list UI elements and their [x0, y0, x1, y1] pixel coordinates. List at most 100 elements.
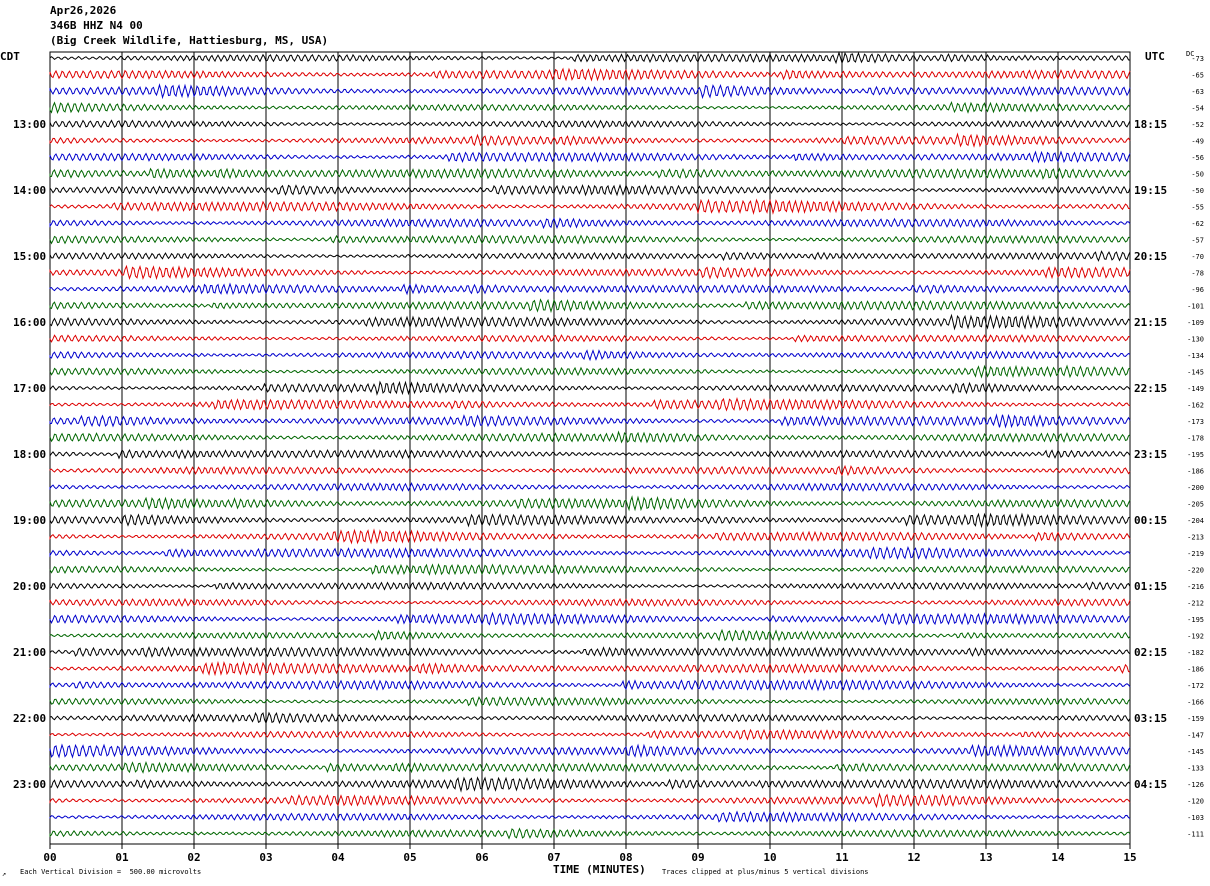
dc-offset-label: -73: [1191, 55, 1204, 63]
trace-line: [49, 597, 1131, 608]
dc-offset-label: -216: [1187, 583, 1204, 591]
dc-offset-label: -109: [1187, 319, 1204, 327]
dc-offset-label: -70: [1191, 253, 1204, 261]
clip-note: Traces clipped at plus/minus 5 vertical …: [662, 868, 869, 876]
left-hour-label: 21:00: [13, 646, 46, 659]
station-location: (Big Creek Wildlife, Hattiesburg, MS, US…: [50, 34, 329, 47]
trace-line: [49, 646, 1131, 658]
right-hour-label: 20:15: [1134, 250, 1167, 263]
x-tick-label: 00: [43, 851, 56, 864]
dc-offset-label: -159: [1187, 715, 1204, 723]
x-axis-ticks: 00 01 02 03 04 05 06 07 08 09 10 11 12 13 14 15: [43, 844, 1137, 864]
trace-line: [49, 198, 1131, 216]
dc-offset-label: -103: [1187, 814, 1204, 822]
trace-line: [49, 628, 1131, 642]
left-hour-label: 17:00: [13, 382, 46, 395]
trace-line: [49, 150, 1131, 164]
left-hour-label: 23:00: [13, 778, 46, 791]
x-tick-label: 11: [835, 851, 849, 864]
right-hour-label: 00:15: [1134, 514, 1167, 527]
dc-offset-label: -200: [1187, 484, 1204, 492]
trace-line: [49, 563, 1131, 576]
seismic-traces: [49, 51, 1131, 840]
dc-offset-label: -213: [1187, 534, 1204, 542]
dc-offset-label: -126: [1187, 781, 1204, 789]
trace-line: [49, 364, 1131, 379]
trace-line: [49, 430, 1131, 444]
x-tick-label: 03: [259, 851, 272, 864]
trace-line: [49, 810, 1131, 824]
left-hour-labels: 13:00 14:00 15:00 16:00 17:00 18:00 19:00 20:00…: [13, 118, 46, 791]
trace-line: [49, 250, 1131, 262]
trace-line: [49, 728, 1131, 741]
trace-line: [49, 119, 1131, 129]
trace-line: [49, 827, 1131, 840]
dc-offset-label: -195: [1187, 616, 1204, 624]
dc-offset-label: -63: [1191, 88, 1204, 96]
dc-offset-label: -166: [1187, 699, 1204, 707]
dc-offset-label: -57: [1191, 237, 1204, 245]
dc-offset-label: -145: [1187, 369, 1204, 377]
dc-offset-label: -52: [1191, 121, 1204, 129]
scale-note: Each Vertical Division = 500.00 microvol…: [20, 868, 202, 876]
minute-gridlines: [121, 52, 1059, 844]
dc-offset-label: -111: [1187, 831, 1204, 839]
left-hour-label: 15:00: [13, 250, 46, 263]
x-axis-title: TIME (MINUTES): [553, 863, 646, 876]
plot-frame: [49, 51, 1131, 845]
trace-line: [49, 217, 1131, 230]
dc-offset-label: -145: [1187, 748, 1204, 756]
x-tick-label: 13: [979, 851, 992, 864]
dc-offset-label: -205: [1187, 501, 1204, 509]
dc-offset-label: -120: [1187, 798, 1204, 806]
trace-line: [49, 678, 1131, 692]
dc-offset-label: -204: [1187, 517, 1204, 525]
station-channel: 346B HHZ N4 00: [50, 19, 143, 32]
trace-line: [49, 512, 1131, 529]
trace-line: [49, 100, 1131, 114]
trace-line: [49, 696, 1131, 708]
left-hour-label: 19:00: [13, 514, 46, 527]
trace-line: [49, 167, 1131, 180]
trace-line: [49, 234, 1130, 245]
dc-offset-label: -186: [1187, 666, 1204, 674]
dc-offset-label: -65: [1191, 72, 1204, 80]
right-hour-label: 22:15: [1134, 382, 1167, 395]
dc-offset-label: -56: [1191, 154, 1204, 162]
dc-offset-label: -96: [1191, 286, 1204, 294]
trace-line: [49, 334, 1131, 344]
dc-offset-label: -101: [1187, 303, 1204, 311]
x-tick-label: 02: [187, 851, 200, 864]
left-hour-label: 16:00: [13, 316, 46, 329]
dc-offset-label: -78: [1191, 270, 1204, 278]
trace-line: [49, 313, 1131, 331]
right-hour-label: 19:15: [1134, 184, 1167, 197]
right-hour-label: 04:15: [1134, 778, 1167, 791]
trace-line: [49, 298, 1131, 314]
trace-line: [49, 792, 1131, 809]
x-tick-label: 05: [403, 851, 416, 864]
trace-line: [49, 413, 1131, 429]
right-hour-label: 18:15: [1134, 118, 1167, 131]
x-tick-label: 01: [115, 851, 129, 864]
dc-offset-label: -220: [1187, 567, 1204, 575]
dc-offset-label: -219: [1187, 550, 1204, 558]
dc-offset-label: -134: [1187, 352, 1204, 360]
right-hour-label: 21:15: [1134, 316, 1167, 329]
dc-offset-label: -147: [1187, 732, 1204, 740]
dc-offset-label: -178: [1187, 435, 1204, 443]
x-tick-label: 14: [1051, 851, 1065, 864]
dc-offset-label: -133: [1187, 765, 1204, 773]
dc-offset-label: -55: [1191, 204, 1204, 212]
trace-line: [49, 464, 1131, 477]
dc-offset-label: -212: [1187, 600, 1204, 608]
x-tick-label: 10: [763, 851, 776, 864]
dc-offset-label: -50: [1191, 187, 1204, 195]
left-hour-label: 22:00: [13, 712, 46, 725]
trace-line: [49, 380, 1131, 396]
record-date: Apr26,2026: [50, 4, 117, 17]
trace-line: [49, 660, 1131, 677]
trace-line: [49, 776, 1131, 793]
trace-line: [49, 67, 1131, 82]
trace-line: [49, 482, 1131, 492]
